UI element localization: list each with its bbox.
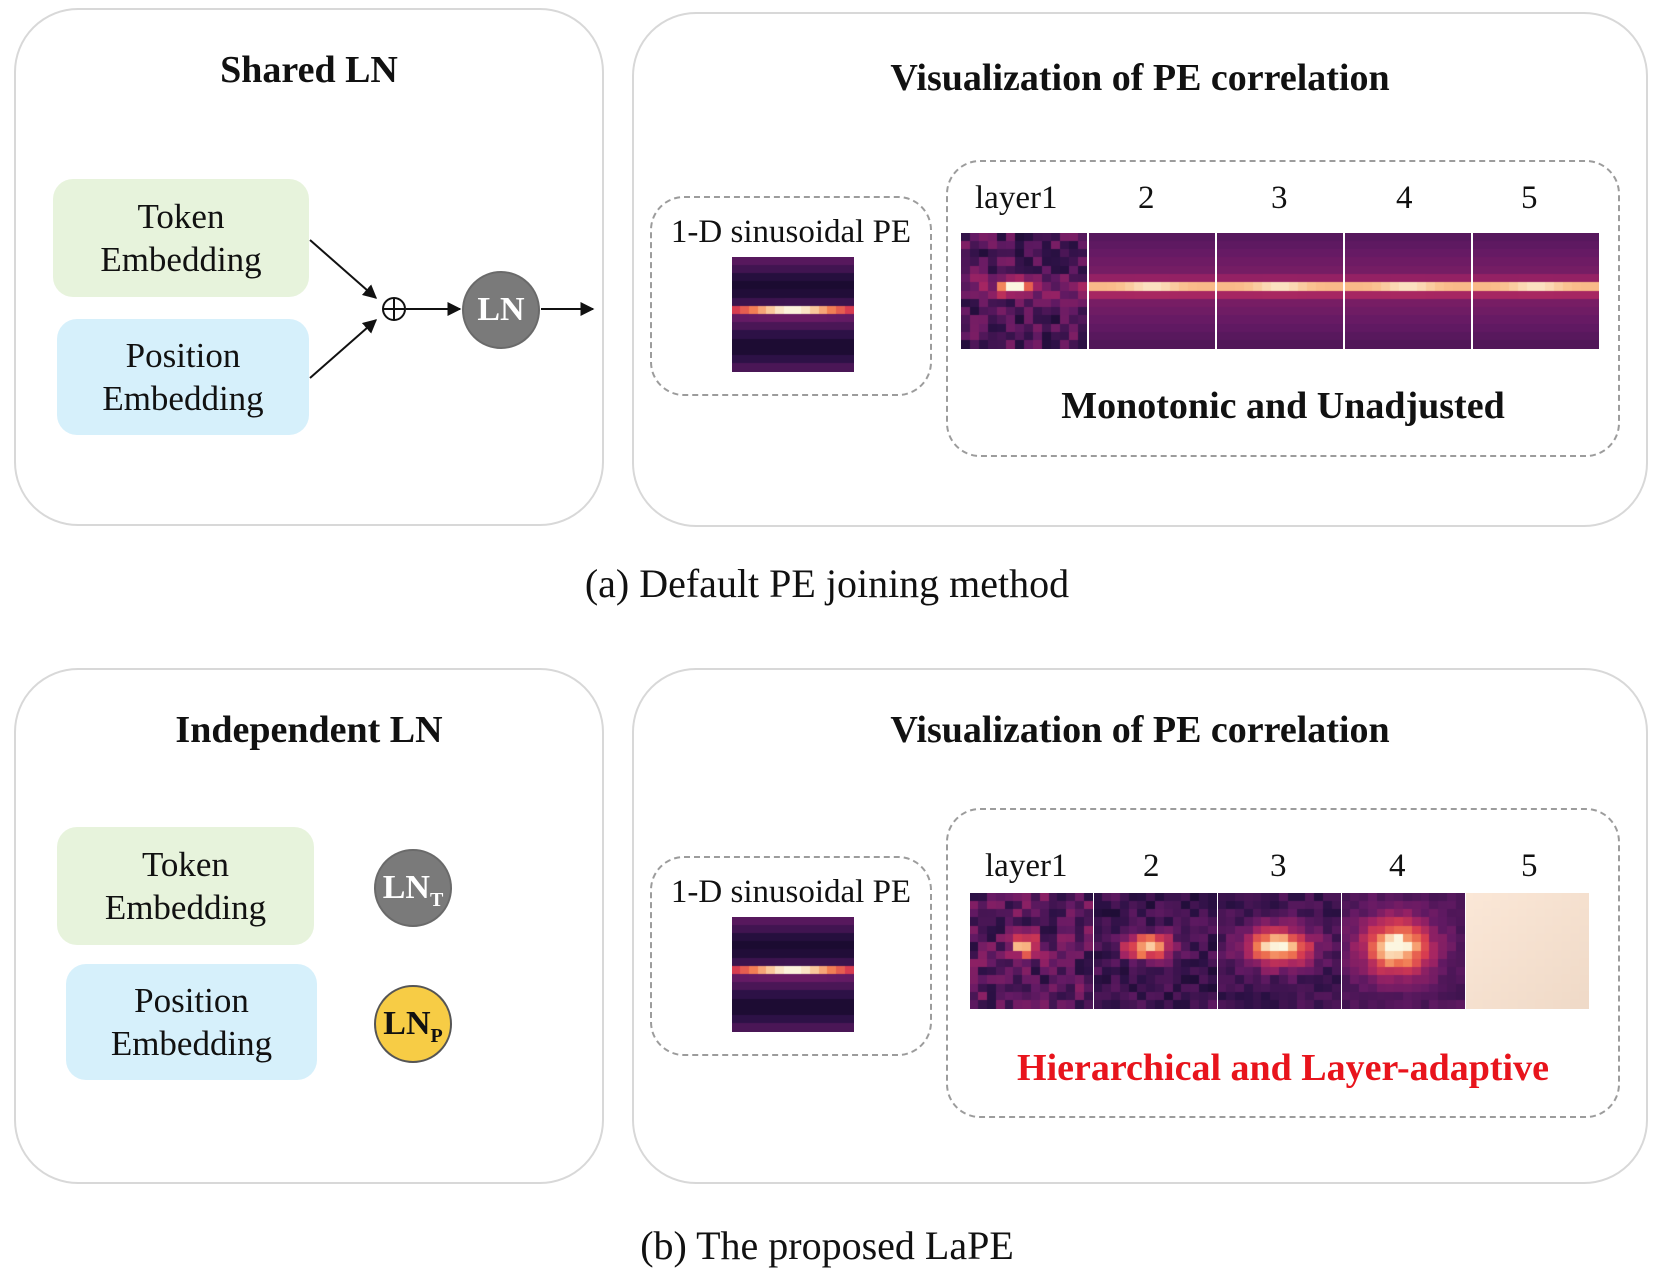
heatmap-b-layer5	[1466, 893, 1589, 1009]
ln-position-node: LN P	[374, 985, 452, 1063]
heatmap-a-layer4	[1345, 233, 1471, 349]
layer-label-b-5: 5	[1521, 848, 1538, 884]
ln-token-node: LN T	[374, 849, 452, 927]
caption-a: (a) Default PE joining method	[584, 561, 1070, 606]
shared-ln-label: LN	[477, 291, 525, 328]
position-embedding-line2: Embedding	[102, 379, 264, 418]
layers-group-b	[946, 808, 1620, 1118]
layer-label-a-3: 3	[1271, 180, 1288, 216]
ln-token-main: LN	[382, 869, 430, 906]
independent-ln-title: Independent LN	[175, 709, 443, 751]
layer-label-b-4: 4	[1389, 848, 1406, 884]
position-embedding-line2: Embedding	[110, 1024, 273, 1063]
position-embedding-line1: Position	[134, 981, 249, 1020]
ln-position-main: LN	[383, 1005, 431, 1042]
shared-ln-node: LN	[462, 271, 540, 349]
summary-b: Hierarchical and Layer-adaptive	[1017, 1047, 1549, 1089]
heatmap-b-layer3	[1218, 893, 1341, 1009]
heatmap-a-layer5	[1473, 233, 1599, 349]
position-embedding-box-b: Position Embedding	[66, 964, 317, 1080]
ln-position-sub: P	[430, 1024, 443, 1047]
sinusoidal-label-a: 1-D sinusoidal PE	[670, 214, 912, 250]
token-embedding-box-b: Token Embedding	[57, 827, 314, 945]
shared-ln-title: Shared LN	[220, 49, 398, 91]
sinusoidal-heatmap-b	[732, 917, 854, 1032]
layer-label-b-3: 3	[1270, 848, 1287, 884]
sinusoidal-heatmap-a	[732, 257, 854, 372]
heatmap-b-layer1	[970, 893, 1093, 1009]
position-embedding-box-a: Position Embedding	[57, 319, 309, 435]
sinusoidal-group-a	[650, 196, 932, 396]
layer-label-a-2: 2	[1138, 180, 1155, 216]
layer-label-a-4: 4	[1396, 180, 1413, 216]
token-embedding-box-a: Token Embedding	[53, 179, 309, 297]
summary-a: Monotonic and Unadjusted	[1061, 385, 1505, 427]
heatmap-a-layer3	[1217, 233, 1343, 349]
token-embedding-line2: Embedding	[100, 240, 262, 279]
heatmap-a-layer2	[1089, 233, 1215, 349]
arrow-position-to-sum-a	[309, 319, 378, 379]
heatmap-a-layer1	[961, 233, 1087, 349]
caption-b: (b) The proposed LaPE	[640, 1223, 1014, 1268]
layer-label-a-1: layer1	[975, 180, 1058, 216]
heatmap-b-layer2	[1094, 893, 1217, 1009]
visualization-title-b: Visualization of PE correlation	[890, 709, 1390, 751]
position-embedding-line1: Position	[125, 336, 241, 375]
ln-token-sub: T	[429, 888, 444, 911]
arrow-token-to-sum-a	[309, 239, 378, 299]
token-embedding-line2: Embedding	[104, 888, 267, 927]
layer-label-b-1: layer1	[985, 848, 1068, 884]
sinusoidal-group-b	[650, 856, 932, 1056]
token-embedding-line1: Token	[137, 197, 225, 236]
layers-group-a	[946, 160, 1620, 457]
heatmap-b-layer4	[1342, 893, 1465, 1009]
sinusoidal-label-b: 1-D sinusoidal PE	[670, 874, 912, 910]
visualization-title-a: Visualization of PE correlation	[890, 57, 1390, 99]
layer-label-a-5: 5	[1521, 180, 1538, 216]
token-embedding-line1: Token	[142, 845, 229, 884]
layer-label-b-2: 2	[1143, 848, 1160, 884]
